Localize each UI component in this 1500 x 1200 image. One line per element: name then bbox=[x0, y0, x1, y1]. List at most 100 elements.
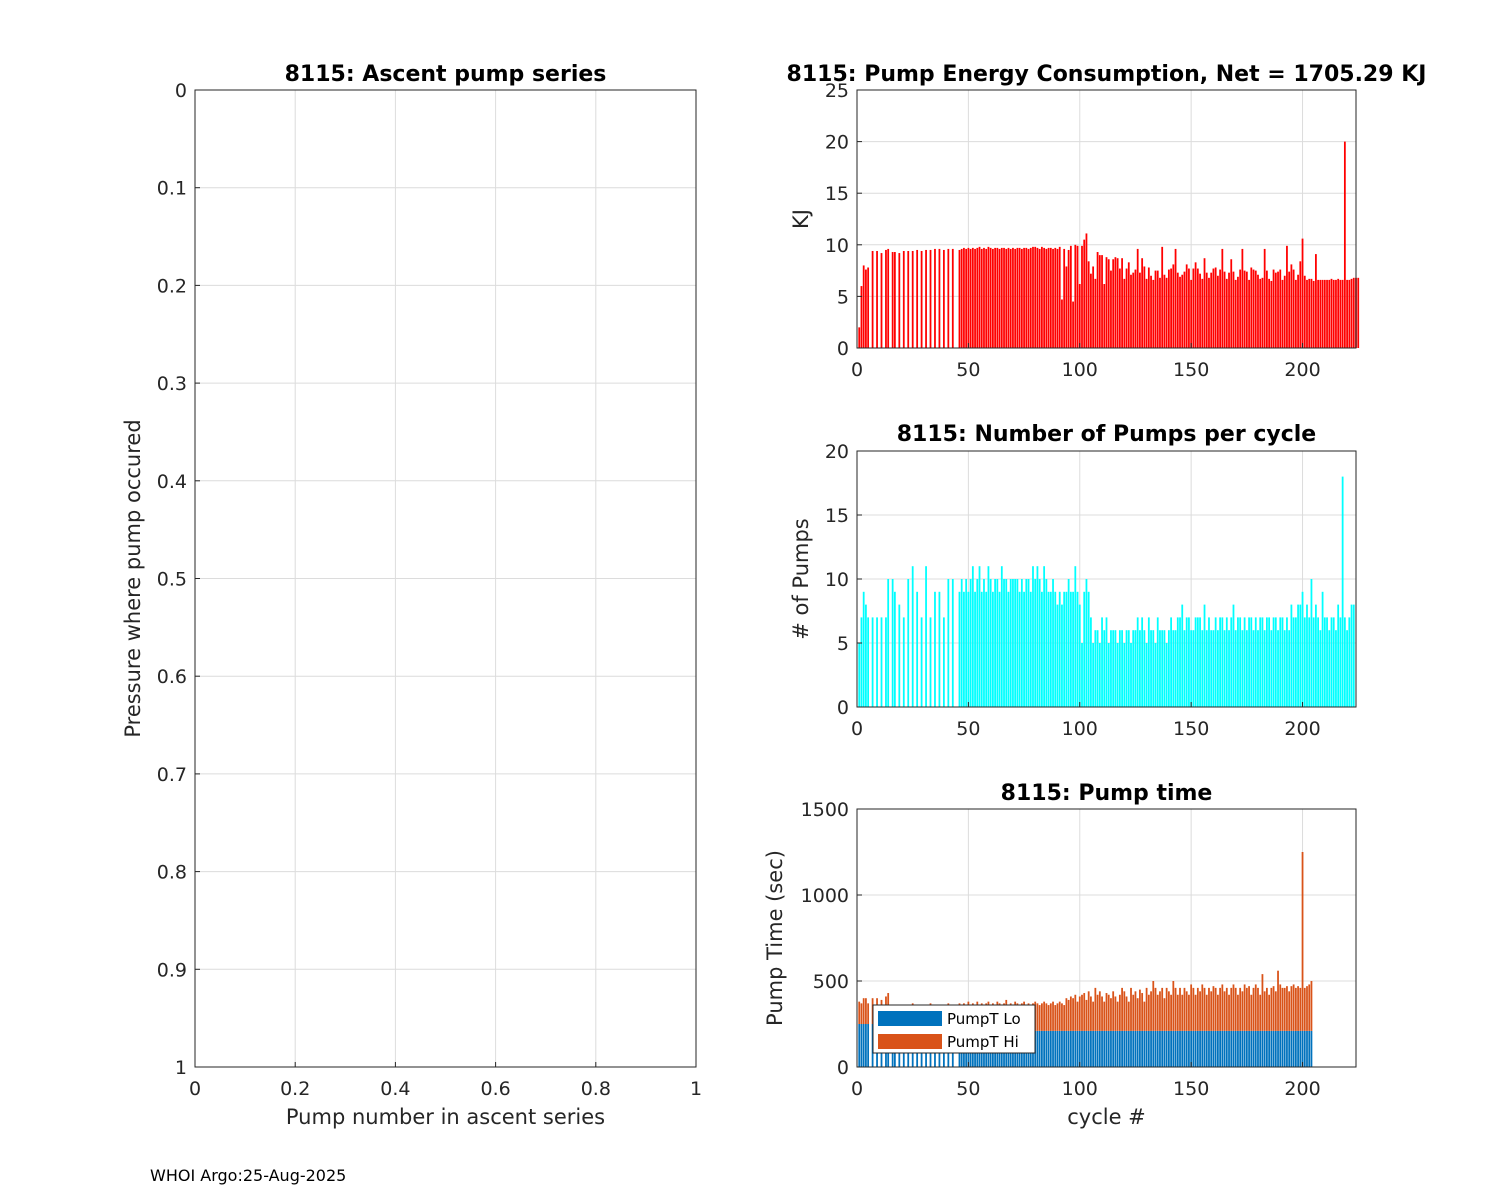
pumptime-bar-hi bbox=[1087, 991, 1090, 1031]
pumptime-bar-lo bbox=[1243, 1030, 1246, 1067]
energy-bar bbox=[1315, 254, 1317, 348]
pumptime-bar-hi bbox=[1145, 987, 1148, 1031]
energy-bar bbox=[1270, 280, 1273, 348]
npumps-bar bbox=[1136, 617, 1139, 707]
pumptime-bar-lo bbox=[1252, 1030, 1255, 1067]
energy-bar bbox=[1192, 268, 1195, 348]
energy-bar bbox=[1072, 301, 1074, 348]
npumps-bar bbox=[1081, 643, 1083, 707]
npumps-bar bbox=[1043, 566, 1046, 707]
energy-bar bbox=[1297, 274, 1299, 348]
pumptime-bar-lo bbox=[1241, 1030, 1244, 1067]
pumptime-bar-hi bbox=[1292, 984, 1295, 1031]
pumptime-bar-lo bbox=[1250, 1030, 1253, 1067]
energy-bar bbox=[1076, 245, 1079, 348]
energy-ytick-label: 20 bbox=[825, 132, 849, 154]
energy-bar bbox=[1165, 277, 1168, 348]
energy-bar bbox=[1145, 278, 1148, 348]
pumptime-x-label: cycle # bbox=[1067, 1105, 1146, 1129]
energy-bar bbox=[865, 269, 867, 348]
pumptime-bar-hi bbox=[1196, 987, 1199, 1031]
energy-bar bbox=[1152, 279, 1155, 348]
npumps-bar bbox=[1243, 617, 1246, 707]
pumptime-bar-lo bbox=[1179, 1030, 1181, 1067]
pumptime-bar-hi bbox=[1239, 987, 1242, 1031]
pumptime-bar-lo bbox=[1288, 1030, 1291, 1067]
pumptime-bar-hi bbox=[1205, 994, 1208, 1031]
energy-bar bbox=[1348, 279, 1351, 348]
pumptime-bar-hi bbox=[1237, 994, 1239, 1031]
npumps-bar bbox=[971, 566, 974, 707]
energy-bar bbox=[1335, 279, 1337, 348]
pumptime-xtick-label: 150 bbox=[1173, 1078, 1209, 1100]
energy-xtick-label: 50 bbox=[956, 359, 980, 381]
energy-bar bbox=[1185, 264, 1188, 348]
energy-bar bbox=[1012, 247, 1014, 348]
energy-bar bbox=[871, 250, 874, 348]
npumps-bar bbox=[876, 617, 878, 707]
npumps-bar bbox=[1014, 579, 1017, 707]
npumps-bar bbox=[1130, 643, 1132, 707]
pumptime-bar-lo bbox=[1047, 1030, 1050, 1067]
npumps-bar bbox=[1007, 591, 1010, 707]
pumptime-bar-hi bbox=[1052, 1001, 1054, 1031]
energy-bar bbox=[1201, 278, 1204, 348]
pumptime-bar-hi bbox=[1221, 984, 1224, 1031]
energy-bar bbox=[1299, 261, 1302, 348]
npumps-bar bbox=[1248, 617, 1250, 707]
pumptime-bar-lo bbox=[1294, 1030, 1297, 1067]
energy-bar bbox=[1005, 248, 1008, 348]
energy-bar bbox=[969, 248, 972, 348]
pumptime-bar-hi bbox=[1223, 991, 1226, 1031]
pumptime-bar-lo bbox=[1136, 1030, 1139, 1067]
energy-bar bbox=[1036, 247, 1039, 348]
pumptime-bar-hi bbox=[1301, 852, 1304, 1031]
npumps-bar bbox=[1277, 630, 1279, 707]
ascent-chart-title: 8115: Ascent pump series bbox=[285, 62, 607, 87]
pumptime-bar-hi bbox=[1263, 991, 1266, 1031]
energy-bar bbox=[1170, 268, 1172, 348]
npumps-bar bbox=[1268, 617, 1271, 707]
energy-bar bbox=[1016, 247, 1019, 348]
npumps-bar bbox=[1123, 643, 1126, 707]
pumptime-bar-lo bbox=[1076, 1030, 1079, 1067]
pumptime-bar-lo bbox=[1239, 1030, 1242, 1067]
pumptime-bar-lo bbox=[1085, 1030, 1088, 1067]
pumptime-bar-hi bbox=[1116, 1001, 1119, 1031]
npumps-bar bbox=[1114, 630, 1117, 707]
energy-bar bbox=[1245, 271, 1248, 348]
energy-bar bbox=[1078, 284, 1081, 348]
pumptime-bar-hi bbox=[1096, 994, 1099, 1031]
pumptime-bar-lo bbox=[1159, 1030, 1161, 1067]
energy-bar bbox=[1326, 279, 1328, 348]
energy-bar bbox=[1283, 275, 1286, 348]
energy-bar bbox=[1225, 278, 1228, 348]
energy-bar bbox=[1034, 246, 1037, 348]
npumps-bar bbox=[1317, 617, 1320, 707]
pumptime-bar-lo bbox=[1306, 1030, 1308, 1067]
energy-bar bbox=[1317, 279, 1320, 348]
pumptime-bar-hi bbox=[865, 998, 867, 1024]
energy-bar bbox=[1018, 247, 1021, 348]
pumptime-bar-lo bbox=[1190, 1030, 1193, 1067]
energy-bar bbox=[867, 267, 870, 348]
pumptime-bar-hi bbox=[1201, 984, 1204, 1031]
npumps-bar bbox=[911, 566, 914, 707]
energy-consumption-chart: 8115: Pump Energy Consumption, Net = 170… bbox=[787, 62, 1427, 381]
pumptime-bar-lo bbox=[1185, 1030, 1188, 1067]
pumptime-bar-lo bbox=[1094, 1030, 1097, 1067]
pumptime-bar-hi bbox=[1232, 984, 1235, 1031]
pumptime-bar-hi bbox=[1245, 987, 1248, 1031]
energy-bar bbox=[1199, 273, 1201, 348]
pumptime-bar-hi bbox=[1078, 996, 1081, 1031]
npumps-bar bbox=[1090, 617, 1092, 707]
ascent-ytick-label: 0.6 bbox=[157, 666, 187, 688]
energy-bar bbox=[1323, 279, 1326, 348]
pumptime-bar-lo bbox=[1266, 1030, 1268, 1067]
pumptime-bar-hi bbox=[1154, 987, 1157, 1031]
npumps-bar bbox=[1319, 630, 1322, 707]
energy-bar bbox=[1341, 279, 1344, 348]
energy-bar bbox=[1159, 277, 1161, 348]
energy-bar bbox=[1047, 247, 1050, 348]
energy-bar bbox=[1172, 264, 1175, 348]
